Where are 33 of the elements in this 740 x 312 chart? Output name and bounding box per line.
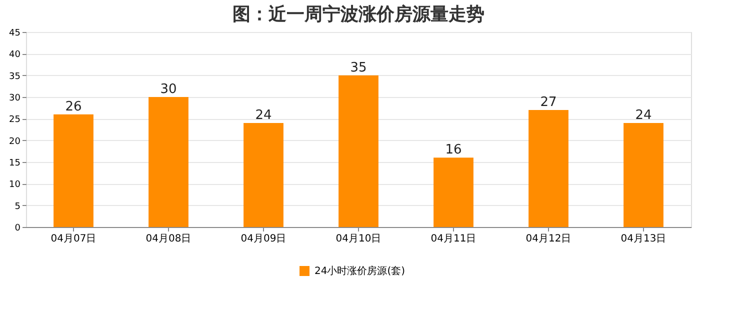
y-tick-label: 30 — [9, 94, 21, 104]
x-tick-label: 04月09日 — [240, 234, 286, 244]
x-tick-label: 04月10日 — [336, 234, 382, 244]
data-label: 16 — [445, 142, 462, 158]
legend-label: 24小时涨价房源(套) — [314, 265, 406, 277]
y-tick-label: 15 — [9, 158, 20, 168]
x-tick-label: 04月13日 — [620, 234, 666, 244]
x-tick-label: 04月12日 — [526, 234, 572, 244]
bar — [624, 123, 664, 227]
bar — [338, 75, 378, 227]
y-tick-label: 5 — [14, 202, 20, 212]
bar — [244, 123, 284, 227]
bar — [434, 158, 474, 227]
bar — [54, 114, 94, 227]
data-label: 30 — [160, 82, 177, 97]
data-label: 24 — [635, 108, 652, 123]
y-tick-label: 45 — [9, 28, 20, 38]
x-tick-label: 04月08日 — [146, 234, 192, 244]
data-label: 26 — [65, 99, 82, 114]
y-tick-label: 40 — [9, 50, 21, 60]
x-tick-label: 04月11日 — [430, 234, 476, 244]
chart-title: 图：近一周宁波涨价房源量走势 — [232, 4, 484, 25]
y-tick-label: 25 — [9, 115, 20, 126]
y-tick-label: 20 — [9, 136, 21, 147]
data-label: 27 — [540, 95, 557, 110]
x-tick-label: 04月07日 — [50, 234, 96, 244]
bar — [528, 110, 568, 227]
data-label: 24 — [255, 108, 272, 123]
bar — [148, 97, 188, 227]
data-label: 35 — [350, 60, 367, 76]
y-tick-label: 0 — [14, 224, 21, 234]
y-tick-label: 10 — [9, 180, 21, 190]
y-tick-label: 35 — [9, 72, 20, 82]
